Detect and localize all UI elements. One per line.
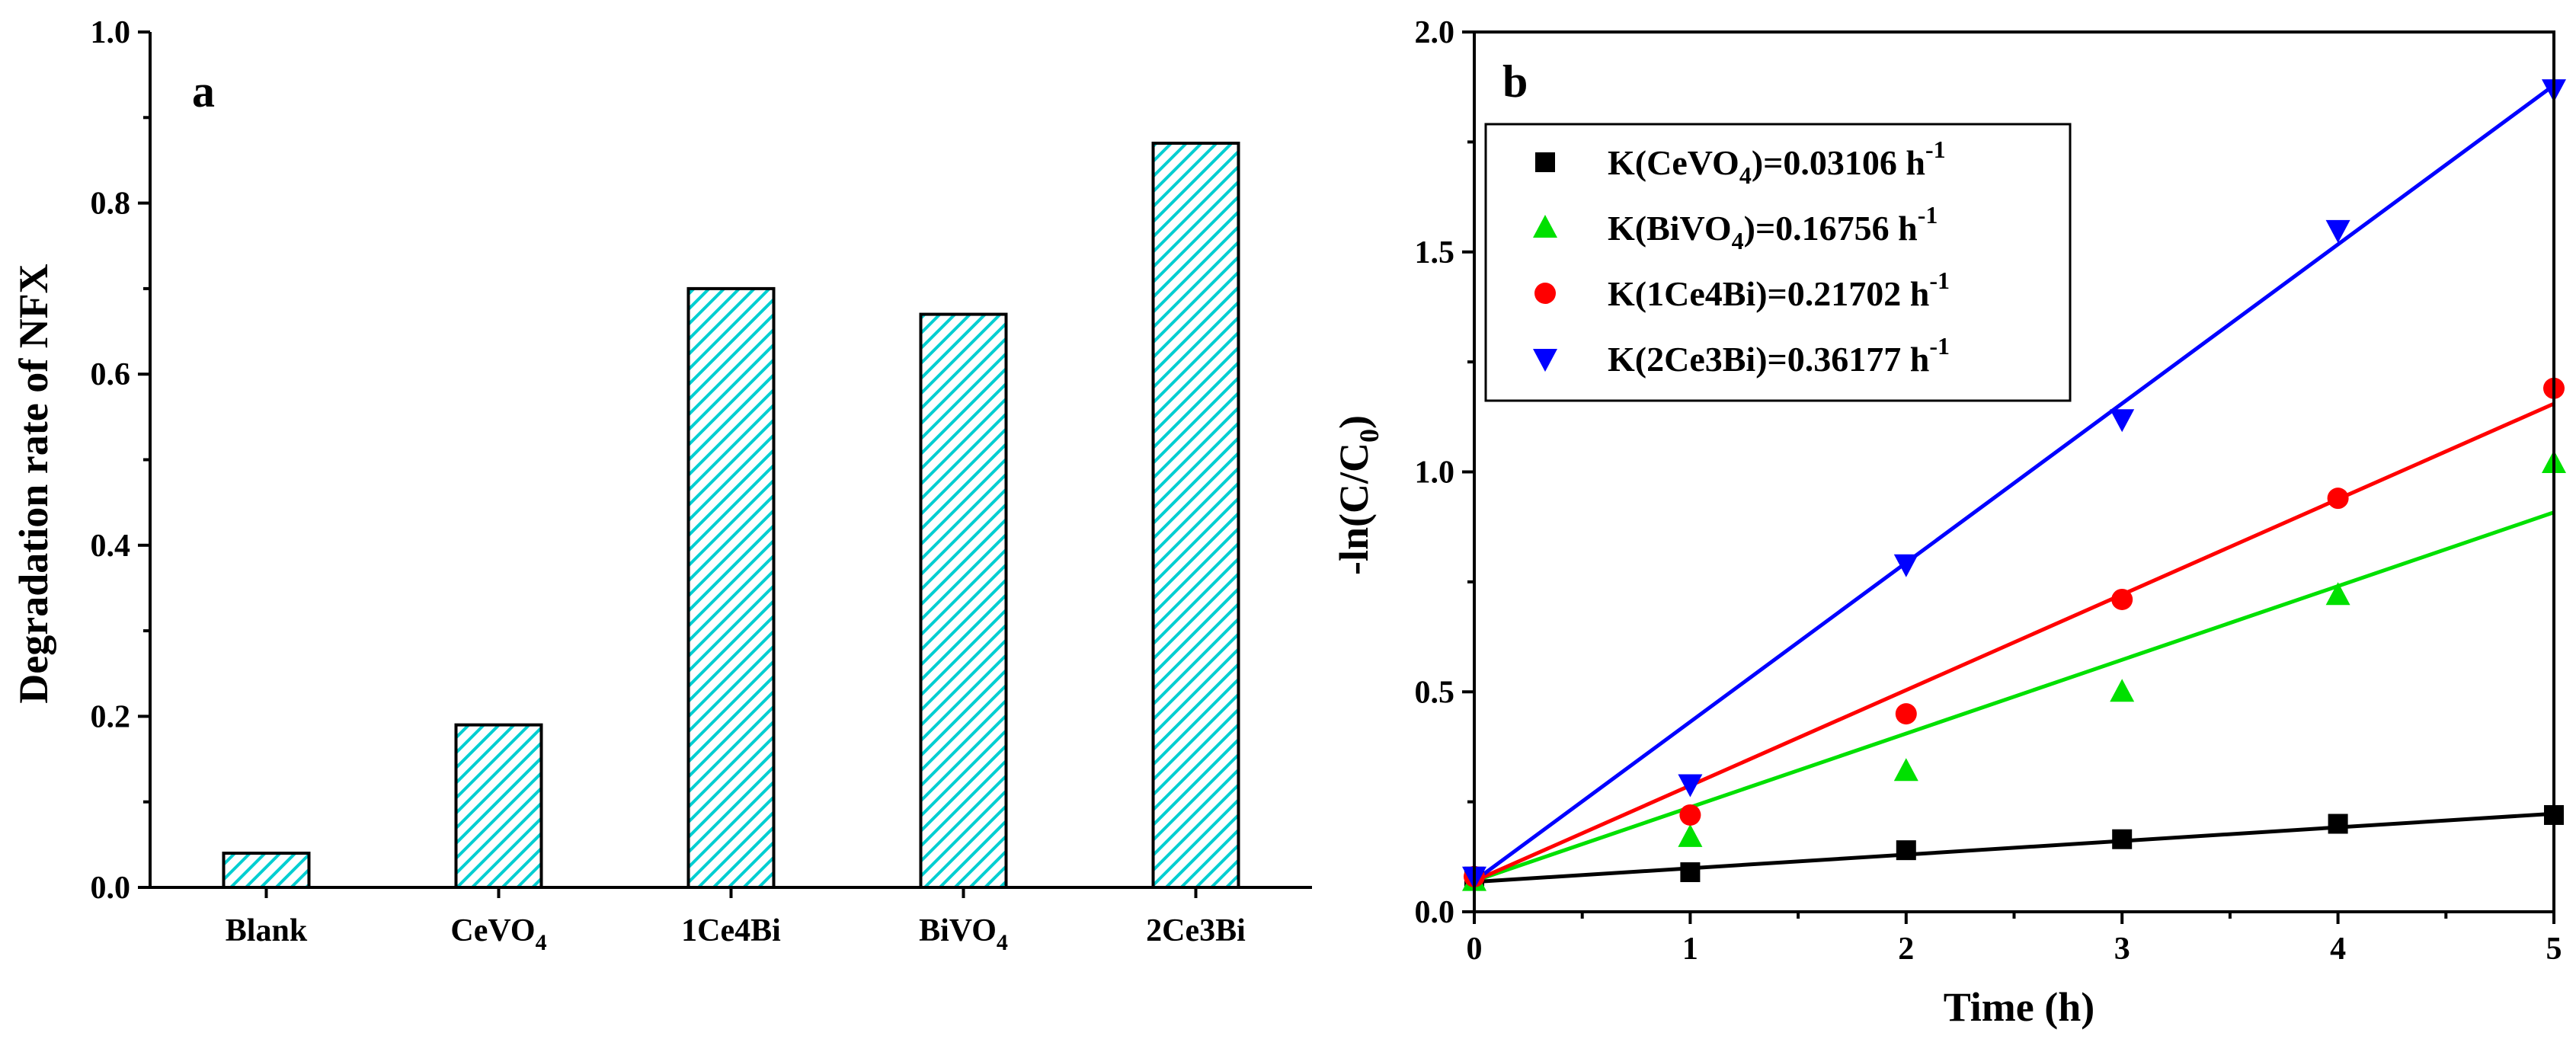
legend-marker-1ce4bi [1534,283,1556,304]
x-tick-label: 2Ce3Bi [1146,913,1246,948]
y-tick-label: 1.5 [1415,235,1455,270]
y-axis-title-main: -ln(C/C [1331,443,1377,575]
point-1ce4bi [2111,588,2133,610]
fit-lines [1473,83,2555,884]
x-tick-label: 1Ce4Bi [681,913,781,948]
y-tick-label: 0.6 [91,357,131,392]
y-axis-ticks-a: 0.0 0.2 0.4 0.6 0.8 1.0 [91,15,150,906]
x-tick-label: CeVO4 [450,913,546,955]
bar-2ce3bi [1151,141,1240,890]
point-2ce3bi [1893,554,1918,577]
y-tick-label: 2.0 [1415,15,1455,50]
legend-label-mid: )=0.03106 h [1752,143,1925,182]
point-cevo4 [1680,862,1701,883]
x-tick-label: 4 [2330,932,2346,967]
scatter-chart-panel: b 0.0 0.5 1.0 1.5 2.0 0 1 2 3 4 5 Time (h) -ln(C/… [1331,15,2566,1030]
y-tick-label: 0.0 [1415,895,1455,930]
y-tick-label: 0.5 [1415,675,1455,710]
point-bivo4 [1678,823,1703,847]
x-tick-label: 3 [2114,932,2130,967]
point-bivo4 [1893,758,1918,782]
legend-label-cevo4: K(CeVO4)=0.03106 h-1 [1608,136,1946,189]
point-2ce3bi [2325,219,2350,243]
legend-label-sub: 4 [1732,227,1744,254]
legend-label-sup: -1 [1918,201,1938,229]
bar-bivo4 [919,312,1008,889]
legend-label-main: K(2Ce3Bi)=0.36177 h [1608,340,1929,379]
y-tick-label: 1.0 [1415,456,1455,491]
point-2ce3bi [1678,774,1703,798]
x-tick-label: 5 [2546,932,2562,967]
point-1ce4bi [1679,804,1701,826]
x-tick-label-main: Blank [226,913,308,948]
x-axis-ticks-b: 0 1 2 3 4 5 [1467,912,2562,967]
bar-series [222,141,1240,890]
legend-label-sub: 4 [1739,161,1752,189]
bar-chart-panel: a 0.00.20.40.60.81.0 Blank CeVO4 1Ce4Bi BiV… [11,15,1312,955]
x-tick-label-sub: 4 [536,930,547,955]
legend-box [1484,123,2072,402]
y-axis-ticks-b: 0.0 0.5 1.0 1.5 2.0 [1415,15,1474,930]
x-tick-label: 1 [1682,932,1698,967]
x-tick-label-main: 1Ce4Bi [681,913,781,948]
y-tick-label: 1.0 [91,15,131,50]
fit-line-bivo4 [1474,510,2555,883]
legend: K(CeVO4)=0.03106 h-1K(BiVO4)=0.16756 h-1… [1484,123,2072,402]
point-1ce4bi [2327,488,2349,510]
x-tick-label-sub: 4 [997,930,1008,955]
fit-line-1ce4bi [1473,401,2555,883]
y-tick-label: 0.0 [91,871,131,906]
legend-label-sup: -1 [1925,136,1946,163]
x-tick-label-main: CeVO [450,913,535,948]
legend-label-main: K(BiVO [1608,209,1732,248]
point-2ce3bi [2110,409,2135,433]
legend-label-sup: -1 [1929,332,1950,360]
y-tick-label: 0.8 [91,187,131,222]
x-tick-label: Blank [226,913,308,948]
x-axis-title-b: Time (h) [1944,984,2095,1030]
x-axis-ticks-a: Blank CeVO4 1Ce4Bi BiVO4 2Ce3Bi [226,887,1246,955]
y-tick-label: 0.4 [91,529,131,564]
legend-marker-bivo4 [1533,215,1557,238]
x-tick-label-main: 2Ce3Bi [1146,913,1246,948]
panel-label-b: b [1502,56,1528,107]
fit-line-cevo4 [1474,811,2555,884]
x-tick-label: BiVO4 [919,913,1008,955]
legend-marker-cevo4 [1535,152,1555,172]
bar-blank [222,852,311,889]
legend-label-2ce3bi: K(2Ce3Bi)=0.36177 h-1 [1608,332,1950,379]
x-tick-label-main: BiVO [919,913,997,948]
bar-1ce4bi [686,286,776,889]
y-axis-title-close: ) [1331,415,1377,429]
y-tick-label: 0.2 [91,699,131,734]
point-cevo4 [2112,829,2133,849]
y-axis-title-a: Degradation rate of NFX [11,264,56,703]
x-tick-label: 0 [1467,932,1483,967]
legend-label-sup: -1 [1929,267,1950,294]
x-tick-label: 2 [1898,932,1914,967]
point-cevo4 [2328,814,2348,834]
legend-marker-2ce3bi [1533,349,1557,372]
y-axis-title-sub: 0 [1354,429,1384,443]
legend-label-main: K(CeVO [1608,143,1739,182]
legend-label-1ce4bi: K(1Ce4Bi)=0.21702 h-1 [1608,267,1950,313]
point-1ce4bi [1895,703,1917,725]
y-axis-title-b: -ln(C/C0) [1331,415,1384,575]
point-bivo4 [2110,679,2135,702]
legend-label-bivo4: K(BiVO4)=0.16756 h-1 [1608,201,1938,254]
fit-line-2ce3bi [1473,83,2555,883]
legend-label-mid: )=0.16756 h [1744,209,1918,248]
point-cevo4 [1896,840,1916,861]
panel-label-a: a [192,66,215,117]
legend-label-main: K(1Ce4Bi)=0.21702 h [1608,274,1929,313]
point-bivo4 [2325,582,2350,606]
bar-cevo4 [454,723,543,889]
